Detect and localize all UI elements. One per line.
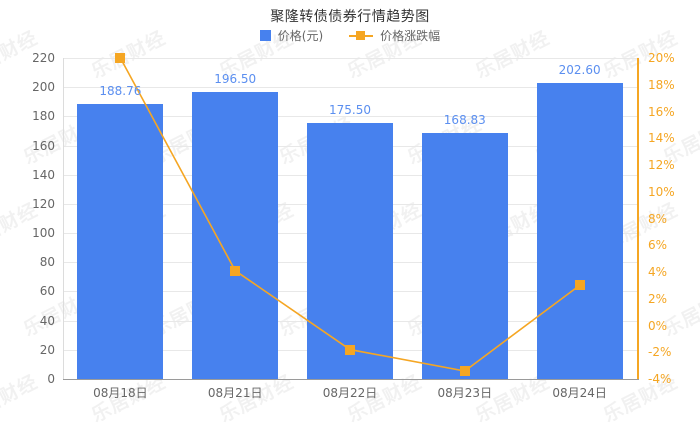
watermark-text: 乐居财经	[0, 370, 42, 427]
x-axis-tick-label: 08月24日	[552, 386, 607, 400]
legend-line-swatch-icon	[349, 30, 374, 41]
y-axis-right-tick-label: 16%	[648, 104, 675, 119]
y-axis-left-tick-label: 80	[39, 255, 55, 270]
y-axis-right-tick-label: 6%	[648, 238, 668, 253]
bar[interactable]	[421, 132, 508, 379]
legend-label-price: 价格(元)	[277, 29, 324, 43]
bar[interactable]	[192, 92, 279, 379]
legend-label-change-rate: 价格涨跌幅	[380, 29, 441, 43]
bar-value-label: 168.83	[443, 112, 486, 127]
y-axis-right-tick-label: 18%	[648, 77, 675, 92]
gridline	[63, 58, 637, 59]
x-axis-tick-label: 08月21日	[207, 386, 263, 400]
line-marker[interactable]	[115, 53, 126, 63]
bar[interactable]	[536, 83, 623, 379]
y-axis-left-tick-label: 200	[32, 80, 55, 95]
y-axis-right-tick-label: 8%	[648, 211, 668, 226]
y-axis-right-tick-label: 2%	[648, 291, 668, 306]
x-axis-tick-label: 08月22日	[322, 386, 378, 400]
y-axis-left-tick-label: 180	[32, 109, 55, 124]
y-axis-left-tick-label: 160	[32, 138, 55, 153]
legend-item-change-rate[interactable]: 价格涨跌幅	[349, 27, 440, 44]
chart-title: 聚隆转债债券行情趋势图	[270, 9, 430, 25]
y-axis-left-tick-label: 0	[47, 372, 55, 386]
chart-container: 乐居财经 乐居财经 乐居财经 乐居财经 乐居财经 乐居财经 乐居财经 乐居财经 乐居财经 乐居财经…	[0, 9, 700, 427]
y-axis-left-tick-label: 140	[32, 167, 55, 182]
bar-value-label: 202.60	[558, 63, 601, 78]
bar-value-label: 188.76	[99, 83, 142, 98]
y-axis-right-tick-label: 12%	[648, 158, 675, 172]
y-axis-left-tick-label: 100	[32, 226, 55, 241]
legend-item-price[interactable]: 价格(元)	[259, 27, 324, 44]
y-axis-left-tick-label: 120	[32, 196, 55, 211]
x-axis-tick-label: 08月18日	[93, 386, 148, 400]
y-axis-left-tick-label: 60	[39, 284, 55, 299]
bar-value-label: 196.50	[214, 72, 257, 87]
line-marker[interactable]	[345, 344, 355, 355]
bar[interactable]	[77, 103, 164, 379]
legend-bar-swatch-icon	[259, 30, 271, 41]
line-marker[interactable]	[459, 365, 470, 376]
y-axis-left-tick-label: 20	[39, 342, 55, 357]
bar[interactable]	[307, 122, 393, 379]
y-axis-left-tick-label: 40	[39, 313, 55, 328]
line-marker[interactable]	[574, 280, 585, 291]
y-axis-right-tick-label: 10%	[648, 184, 675, 199]
y-axis-right-tick-label: -2%	[648, 345, 672, 360]
y-axis-left-line	[63, 58, 64, 379]
x-axis-line	[63, 379, 639, 380]
y-axis-right-tick-label: -4%	[648, 372, 672, 386]
x-axis-tick-label: 08月23日	[437, 386, 493, 400]
y-axis-right-tick-label: 20%	[648, 51, 675, 65]
y-axis-right-line	[637, 58, 639, 379]
y-axis-left-tick-label: 220	[32, 51, 55, 65]
watermark-text: 乐居财经	[660, 284, 700, 341]
bar-value-label: 175.50	[329, 102, 371, 117]
y-axis-right-tick-label: 4%	[648, 265, 668, 279]
y-axis-right-tick-label: 14%	[648, 131, 675, 146]
line-marker[interactable]	[230, 265, 241, 276]
chart-legend: 价格(元) 价格涨跌幅	[0, 27, 700, 44]
y-axis-right-tick-label: 0%	[648, 318, 668, 333]
